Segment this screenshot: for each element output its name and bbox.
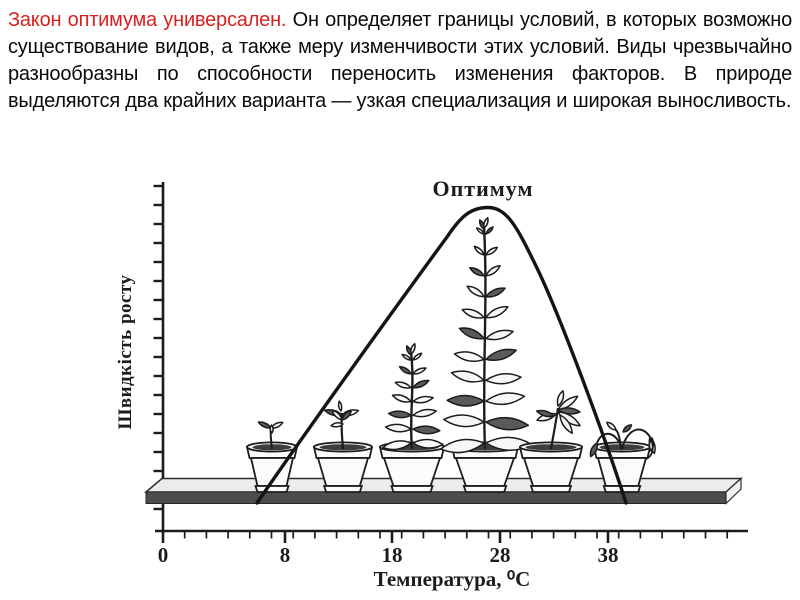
x-tick-labels: 0 8 18 28 38: [158, 543, 619, 567]
plant-pot-2: [312, 400, 374, 493]
plant-pot-5: [518, 390, 584, 493]
x-tick-28: 28: [490, 543, 511, 567]
x-tick-38: 38: [598, 543, 619, 567]
x-tick-8: 8: [280, 543, 291, 567]
shelf-end-face: [725, 477, 742, 505]
pots-and-plants: [245, 216, 656, 493]
lead-sentence: Закон оптимума универсален.: [8, 9, 287, 31]
slide-paragraph: Закон оптимума универсален. Он определяе…: [0, 0, 800, 115]
x-axis: [155, 529, 748, 543]
y-axis-title: Швидкість росту: [115, 274, 136, 429]
shelf-top-surface: [143, 477, 743, 493]
x-tick-18: 18: [382, 543, 403, 567]
shelf-front-face: [145, 491, 727, 504]
plant-pot-4: [439, 216, 533, 493]
plant-pot-6: [589, 421, 656, 493]
shelf: [143, 477, 743, 505]
figure-title: Оптимум: [433, 176, 534, 201]
tolerance-curve: [255, 205, 628, 505]
x-axis-title: Температура, ⁰С: [374, 567, 531, 591]
x-tick-0: 0: [158, 543, 169, 567]
optimum-diagram: 0 8 18 28 38 Оптимум Температура, ⁰С Шви…: [115, 176, 748, 591]
paragraph-body: Он определяет границы условий, в которых…: [8, 9, 792, 112]
plant-pot-3: [378, 342, 446, 493]
